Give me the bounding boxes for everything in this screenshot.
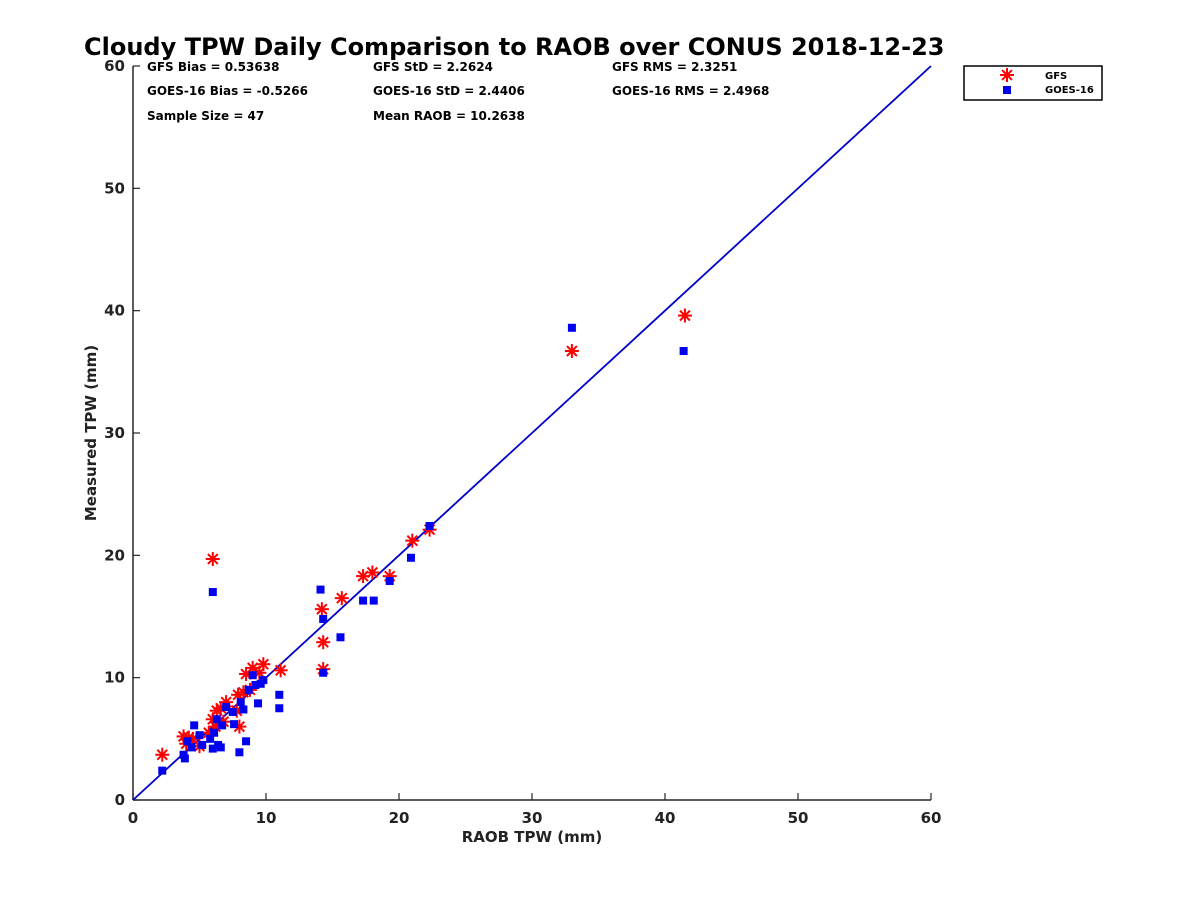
gfs-point xyxy=(205,552,220,567)
goes16-point xyxy=(239,705,248,714)
mean-raob-text: Mean RAOB = 10.2638 xyxy=(373,109,525,123)
goes16-point xyxy=(244,685,253,694)
gfs-std-text: GFS StD = 2.2624 xyxy=(373,60,493,74)
goes16-series xyxy=(158,323,688,775)
goes16-point xyxy=(222,703,231,712)
y-tick-label: 20 xyxy=(104,546,125,564)
goes16-point xyxy=(359,596,368,605)
goes-std-text: GOES-16 StD = 2.4406 xyxy=(373,84,525,98)
x-tick-label: 50 xyxy=(788,809,809,827)
goes16-point xyxy=(158,766,167,775)
gfs-point xyxy=(155,747,170,762)
y-tick-label: 0 xyxy=(115,791,125,809)
goes16-point xyxy=(425,521,434,530)
gfs-rms-text: GFS RMS = 2.3251 xyxy=(612,60,737,74)
sample-size-text: Sample Size = 47 xyxy=(147,109,264,123)
y-tick-label: 60 xyxy=(104,57,125,75)
goes16-point xyxy=(230,720,239,729)
goes16-point xyxy=(259,676,268,685)
x-tick-label: 10 xyxy=(256,809,277,827)
goes16-point xyxy=(275,704,284,713)
x-tick-label: 30 xyxy=(522,809,543,827)
goes16-point xyxy=(385,577,394,586)
legend-gfs-label: GFS xyxy=(1045,71,1067,82)
goes16-point xyxy=(198,740,207,749)
y-tick-label: 10 xyxy=(104,669,125,687)
goes16-point xyxy=(228,707,237,716)
goes16-point xyxy=(206,734,215,743)
gfs-point xyxy=(245,660,260,675)
goes16-point xyxy=(316,585,325,594)
y-tick-label: 30 xyxy=(104,424,125,442)
goes16-point xyxy=(406,553,415,562)
goes16-point xyxy=(208,588,217,597)
gfs-point xyxy=(334,591,349,606)
goes16-point xyxy=(275,690,284,699)
legend: GFS GOES-16 xyxy=(963,65,1103,101)
gfs-point xyxy=(316,635,331,650)
goes16-point xyxy=(208,744,217,753)
gfs-point xyxy=(365,565,380,580)
y-tick-label: 50 xyxy=(104,179,125,197)
gfs-point xyxy=(677,308,692,323)
legend-gfs-asterisk xyxy=(1000,68,1014,82)
gfs-point xyxy=(564,344,579,359)
gfs-point xyxy=(273,663,288,678)
legend-goes16-marker xyxy=(1003,86,1011,94)
goes16-point xyxy=(187,743,196,752)
x-axis-label: RAOB TPW (mm) xyxy=(462,828,603,846)
goes16-point xyxy=(242,737,251,746)
goes16-point xyxy=(235,748,244,757)
goes16-point xyxy=(212,715,221,724)
legend-gfs-marker xyxy=(1000,68,1014,82)
goes16-point xyxy=(251,681,260,690)
y-axis-label: Measured TPW (mm) xyxy=(82,345,100,521)
goes16-point xyxy=(319,668,328,677)
chart-title: Cloudy TPW Daily Comparison to RAOB over… xyxy=(84,33,944,61)
goes16-point xyxy=(336,633,345,642)
gfs-point xyxy=(405,533,420,548)
goes16-point xyxy=(254,699,263,708)
goes16-point xyxy=(679,347,688,356)
goes16-point xyxy=(369,596,378,605)
gfs-bias-text: GFS Bias = 0.53638 xyxy=(147,60,279,74)
goes16-point xyxy=(216,743,225,752)
goes16-point xyxy=(195,731,204,740)
gfs-point xyxy=(314,602,329,617)
goes16-point xyxy=(236,698,245,707)
x-tick-label: 60 xyxy=(921,809,942,827)
gfs-point xyxy=(256,657,271,672)
goes16-point xyxy=(210,728,219,737)
x-tick-label: 40 xyxy=(655,809,676,827)
goes16-point xyxy=(183,737,192,746)
goes-bias-text: GOES-16 Bias = -0.5266 xyxy=(147,84,308,98)
legend-goes16-label: GOES-16 xyxy=(1045,85,1094,96)
x-tick-label: 20 xyxy=(389,809,410,827)
goes16-point xyxy=(190,721,199,730)
axes: 0 10 20 30 40 50 60 0 10 20 30 40 50 60 xyxy=(104,57,941,827)
legend-box xyxy=(963,65,1103,101)
y-tick-label: 40 xyxy=(104,302,125,320)
goes16-point xyxy=(319,614,328,623)
x-tick-label: 0 xyxy=(128,809,138,827)
goes16-point xyxy=(180,754,189,763)
goes16-point xyxy=(567,323,576,332)
goes-rms-text: GOES-16 RMS = 2.4968 xyxy=(612,84,769,98)
goes16-point xyxy=(218,721,227,730)
goes16-point xyxy=(248,671,257,680)
